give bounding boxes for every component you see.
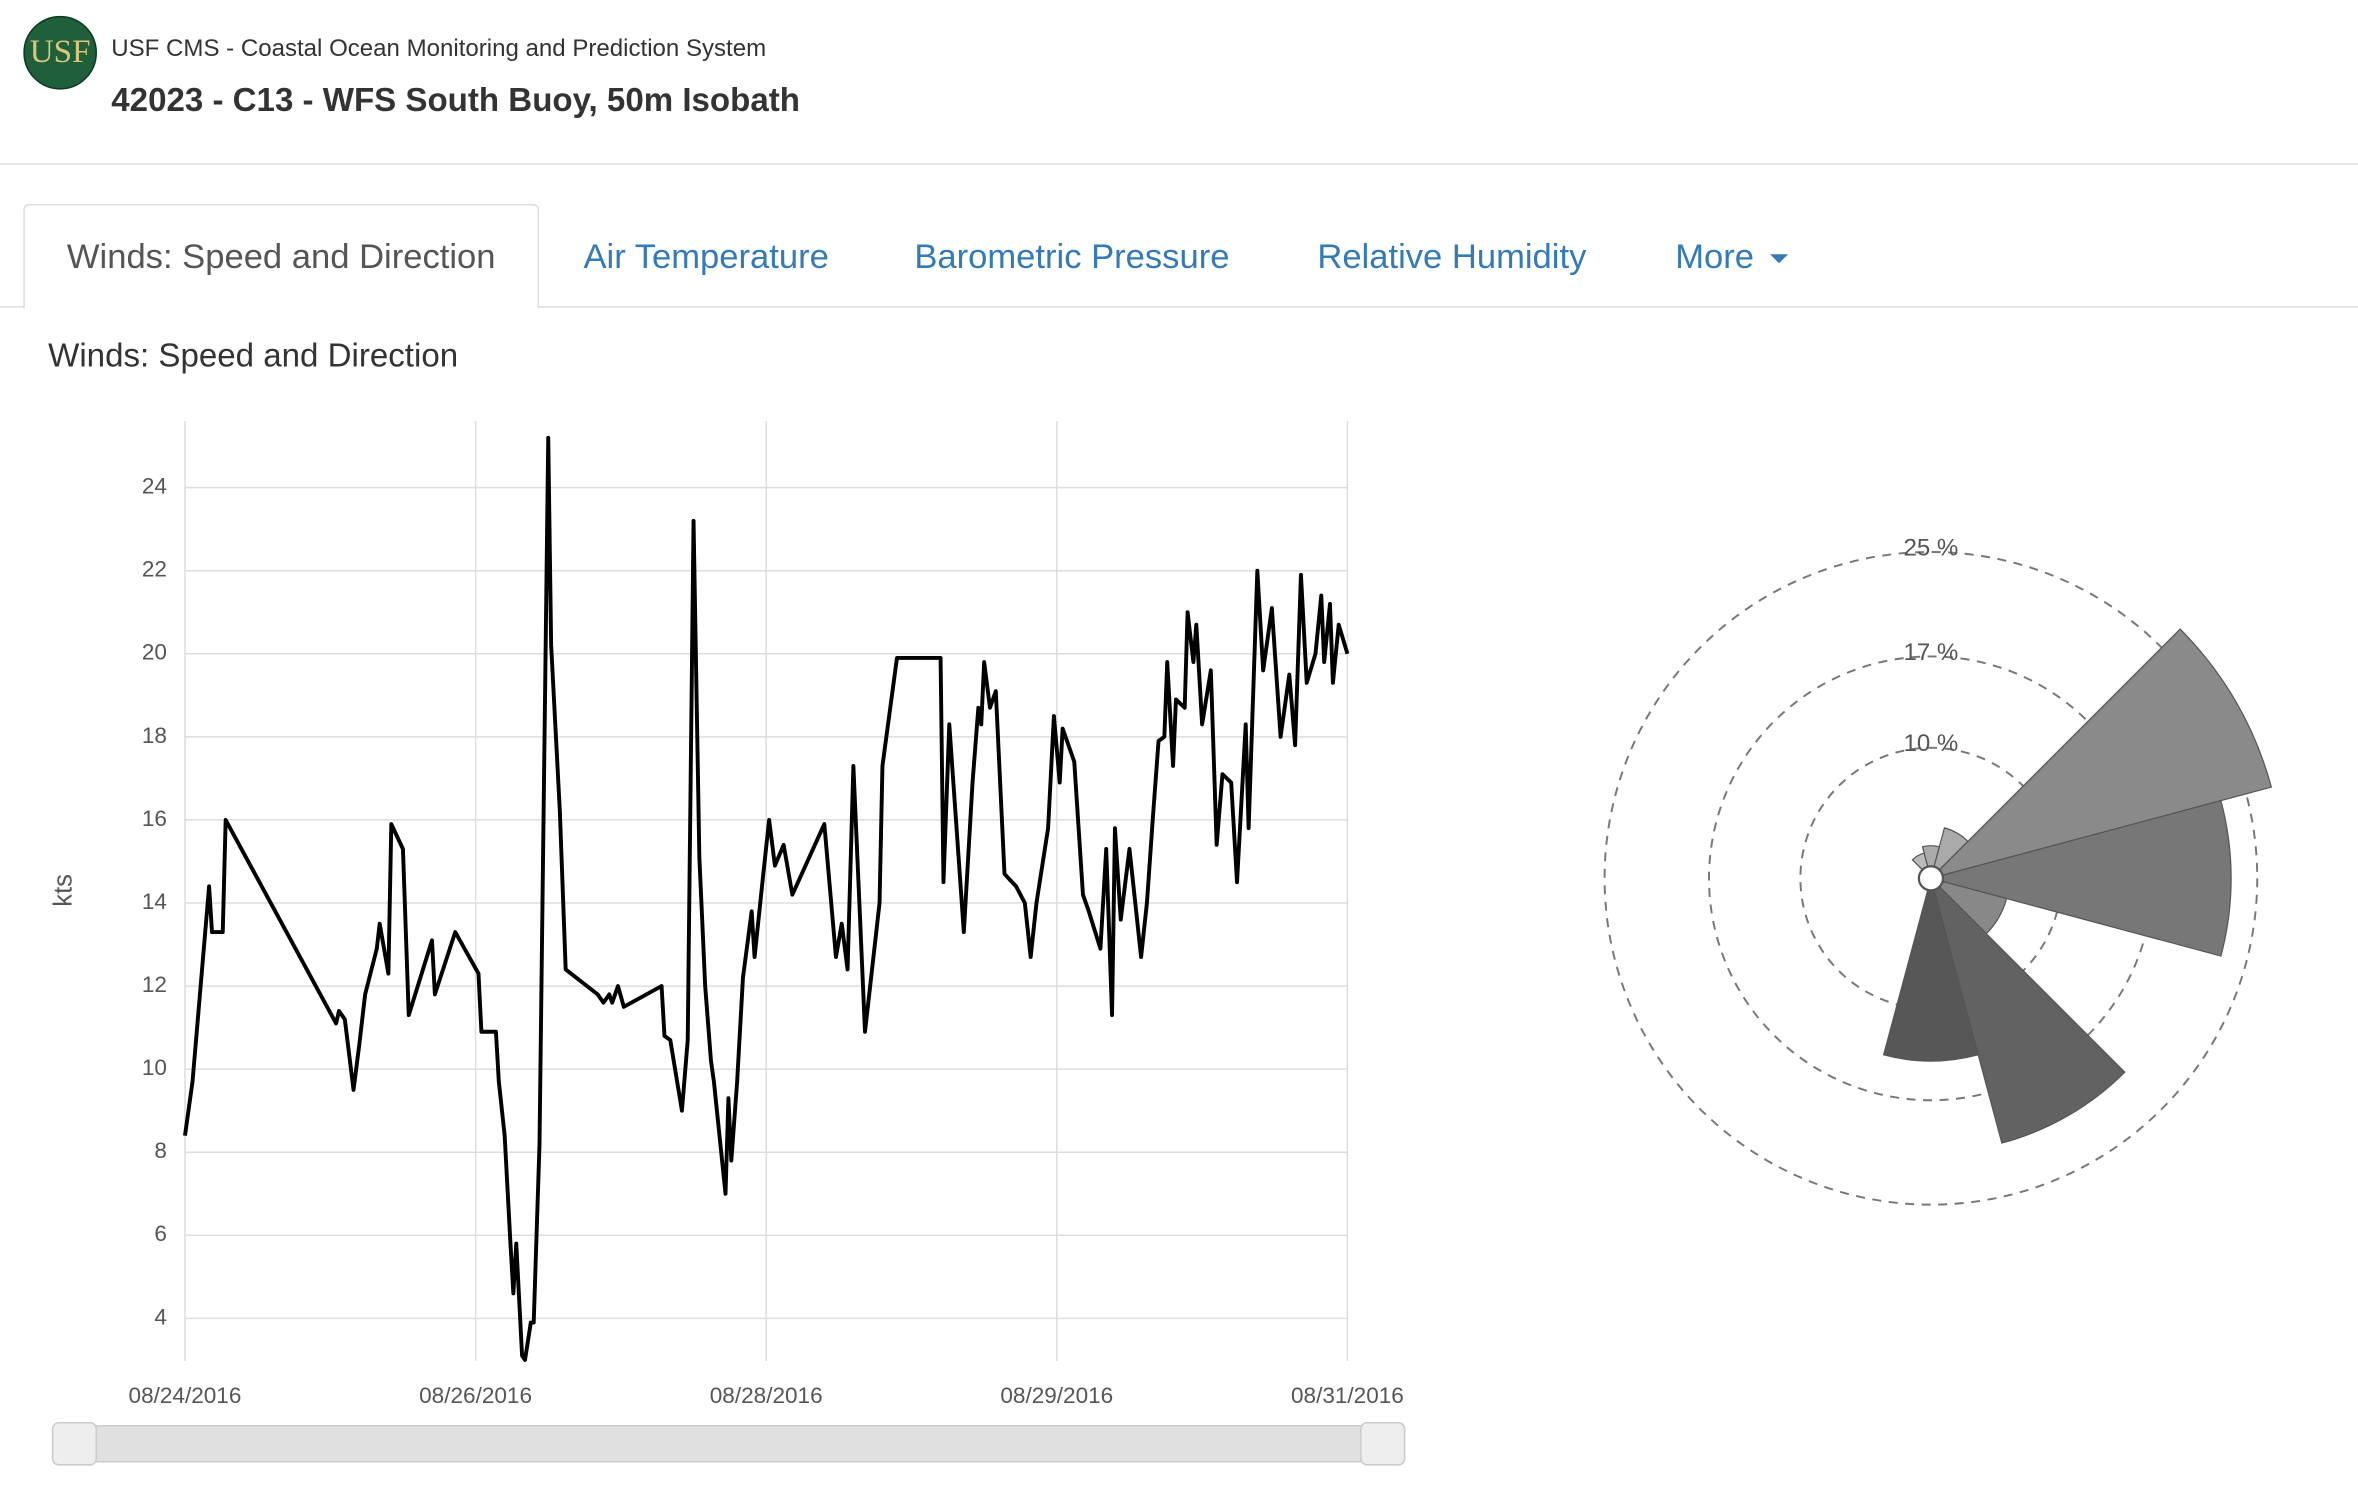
y-tick-label: 24: [142, 474, 167, 499]
y-tick-label: 20: [142, 640, 167, 665]
y-tick-label: 16: [142, 806, 167, 831]
tab[interactable]: More: [1675, 238, 1754, 276]
x-tick-label: 08/28/2016: [710, 1383, 823, 1408]
org-name: USF CMS - Coastal Ocean Monitoring and P…: [111, 35, 766, 62]
active-tab[interactable]: [23, 203, 540, 309]
rose-center: [1917, 865, 1945, 892]
logo: [23, 15, 97, 90]
y-tick-label: 22: [142, 557, 167, 582]
y-tick-label: 4: [154, 1304, 167, 1329]
tab[interactable]: Air Temperature: [583, 238, 828, 276]
range-slider[interactable]: [51, 1424, 1406, 1463]
y-tick-label: 6: [154, 1221, 167, 1246]
tab[interactable]: Winds: Speed and Direction: [67, 238, 496, 276]
slider-handle[interactable]: [1360, 1421, 1406, 1466]
x-tick-label: 08/24/2016: [129, 1383, 242, 1408]
station-name: 42023 - C13 - WFS South Buoy, 50m Isobat…: [111, 82, 800, 119]
wind-sector: [1928, 628, 2273, 880]
section-title: Winds: Speed and Direction: [48, 338, 458, 375]
wind-sector: [1929, 876, 2126, 1144]
y-tick-label: 10: [142, 1055, 167, 1080]
tab[interactable]: Relative Humidity: [1317, 238, 1587, 276]
data-line: [183, 435, 1350, 1362]
logo-text: USF: [30, 34, 91, 70]
radial-tick-label: 25 %: [1904, 534, 1959, 561]
dropdown-caret[interactable]: [1770, 254, 1789, 264]
wind-sector: [1928, 799, 2232, 957]
y-tick-label: 8: [154, 1138, 167, 1163]
y-tick-label: 18: [142, 723, 167, 748]
y-axis-label: kts: [49, 874, 77, 907]
radial-tick-label: 17 %: [1904, 639, 1959, 666]
y-tick-label: 14: [142, 889, 167, 914]
x-tick-label: 08/29/2016: [1000, 1383, 1113, 1408]
slider-handle[interactable]: [51, 1421, 97, 1466]
radial-tick-label: 10 %: [1904, 730, 1959, 757]
y-tick-label: 12: [142, 972, 167, 997]
tab[interactable]: Barometric Pressure: [914, 238, 1229, 276]
wind-sector: [1882, 875, 1979, 1062]
radial-grid: [1603, 551, 2259, 1206]
x-tick-label: 08/31/2016: [1291, 1383, 1404, 1408]
x-tick-label: 08/26/2016: [419, 1383, 532, 1408]
